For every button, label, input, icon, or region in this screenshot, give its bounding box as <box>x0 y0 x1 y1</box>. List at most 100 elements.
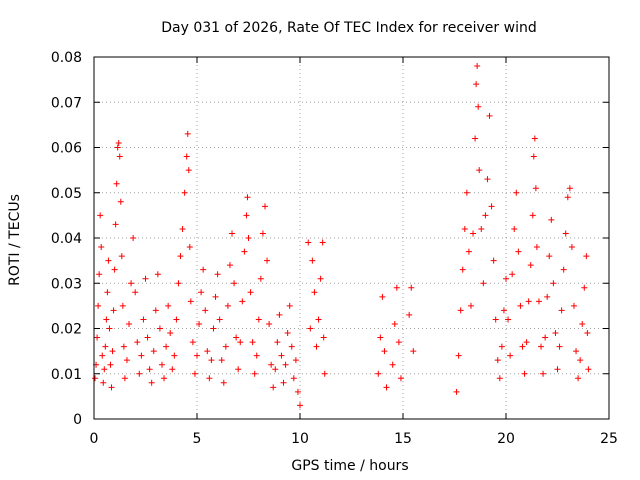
data-point <box>290 375 297 382</box>
data-point <box>476 167 483 174</box>
axis-ticks <box>93 56 610 420</box>
data-point <box>389 361 396 368</box>
data-point <box>544 293 551 300</box>
data-point <box>98 244 105 251</box>
data-point <box>272 366 279 373</box>
data-point <box>123 357 130 364</box>
data-point <box>214 271 221 278</box>
data-point <box>463 189 470 196</box>
data-point <box>144 334 151 341</box>
data-point <box>292 357 299 364</box>
data-point <box>511 225 518 232</box>
data-point <box>453 388 460 395</box>
data-point <box>210 325 217 332</box>
data-point <box>100 379 107 386</box>
data-point <box>107 361 114 368</box>
data-point <box>189 339 196 346</box>
data-point <box>110 307 117 314</box>
data-point <box>530 153 537 160</box>
data-point <box>550 280 557 287</box>
data-point <box>585 366 592 373</box>
data-point <box>194 352 200 359</box>
data-point <box>165 302 172 309</box>
data-point <box>457 307 464 314</box>
data-point <box>109 348 116 355</box>
data-point <box>467 302 474 309</box>
data-point <box>470 230 477 237</box>
data-point <box>101 366 108 373</box>
data-point <box>179 225 186 232</box>
grid-lines <box>94 57 609 419</box>
data-point <box>321 370 328 377</box>
data-point <box>208 357 215 364</box>
data-point <box>527 262 534 269</box>
data-point <box>204 348 211 355</box>
data-point <box>297 402 303 409</box>
data-point <box>196 320 203 327</box>
data-point <box>568 244 575 251</box>
data-point <box>573 348 580 355</box>
data-point <box>564 194 571 201</box>
data-point <box>478 225 485 232</box>
data-point <box>134 339 141 346</box>
y-tick-label: 0.01 <box>51 367 82 383</box>
data-point <box>186 244 193 251</box>
data-point <box>113 180 120 187</box>
data-point <box>397 375 404 382</box>
data-point <box>535 298 542 305</box>
data-point <box>408 284 415 291</box>
data-point <box>523 339 530 346</box>
data-point <box>264 257 271 264</box>
data-point <box>169 366 176 373</box>
data-point <box>173 316 180 323</box>
y-tick-label: 0.02 <box>51 322 82 338</box>
data-point <box>241 248 248 255</box>
x-tick-label: 10 <box>291 431 309 447</box>
data-point <box>233 334 240 341</box>
data-point <box>102 343 109 350</box>
data-point <box>584 330 591 337</box>
data-point <box>111 266 118 273</box>
data-point <box>566 185 573 192</box>
data-point <box>156 325 163 332</box>
data-point <box>202 307 209 314</box>
data-point <box>99 352 106 359</box>
data-point <box>167 330 174 337</box>
data-point <box>161 375 168 382</box>
data-point <box>140 316 147 323</box>
data-point <box>120 343 127 350</box>
data-point <box>461 225 468 232</box>
data-points <box>92 63 592 409</box>
data-point <box>244 194 251 201</box>
data-point <box>237 339 244 346</box>
data-point <box>562 230 569 237</box>
data-point <box>519 343 526 350</box>
data-point <box>251 370 258 377</box>
data-point <box>266 320 273 327</box>
data-point <box>517 302 524 309</box>
data-point <box>224 302 231 309</box>
data-point <box>154 271 161 278</box>
data-point <box>494 357 501 364</box>
x-tick-label: 25 <box>600 431 618 447</box>
data-point <box>560 266 567 273</box>
data-point <box>319 239 326 246</box>
data-point <box>317 275 324 282</box>
data-point <box>163 343 170 350</box>
data-point <box>198 289 205 296</box>
y-tick-label: 0.07 <box>51 95 82 111</box>
data-point <box>112 221 119 228</box>
data-point <box>521 370 528 377</box>
data-point <box>320 334 327 341</box>
chart-title: Day 031 of 2026, Rate Of TEC Index for r… <box>161 20 536 36</box>
data-point <box>142 275 149 282</box>
data-point <box>278 352 285 359</box>
data-point <box>200 266 207 273</box>
data-point <box>268 361 275 368</box>
data-point <box>118 253 125 260</box>
data-point <box>218 357 225 364</box>
x-tick-label: 15 <box>394 431 412 447</box>
data-point <box>381 348 388 355</box>
data-point <box>391 320 398 327</box>
